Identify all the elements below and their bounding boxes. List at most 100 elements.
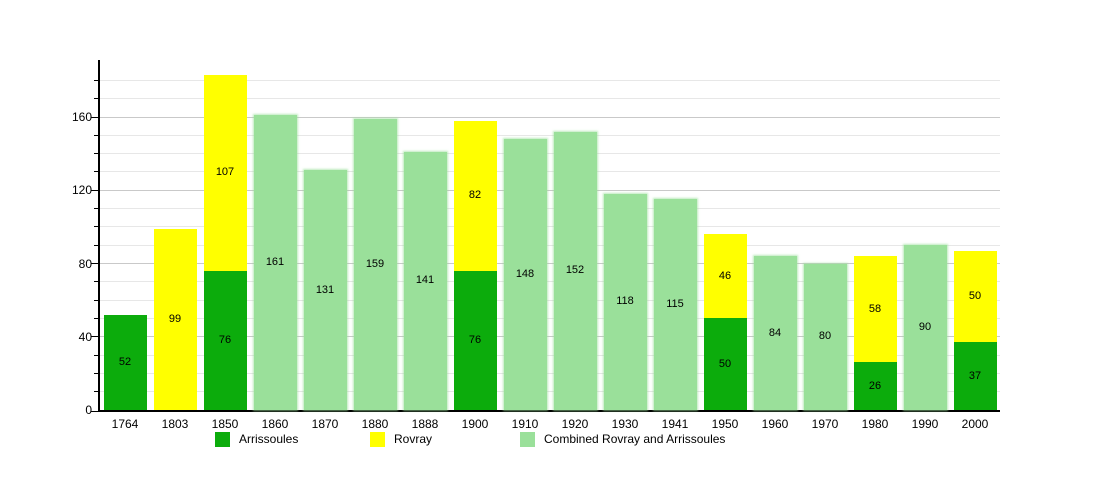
y-axis-tick (94, 281, 98, 283)
y-axis (98, 60, 100, 412)
x-axis-label: 1960 (761, 417, 789, 431)
x-axis-label: 1930 (611, 417, 639, 431)
y-axis-tick (91, 410, 98, 412)
legend-swatch-arrissoules (215, 431, 230, 447)
gridline-major (100, 336, 1000, 338)
bar-segment-arrissoules: 37 (953, 342, 997, 410)
bar-segment-combined: 80 (803, 263, 847, 410)
bar-value-label: 107 (215, 166, 235, 179)
y-axis-label: 80 (78, 256, 92, 271)
y-axis-tick (94, 244, 98, 246)
bar-value-label: 50 (718, 357, 732, 370)
bar-segment-arrissoules: 50 (703, 318, 747, 410)
bar-segment-arrissoules: 26 (853, 362, 897, 410)
bar-value-label: 131 (315, 283, 335, 296)
y-axis-label: 40 (78, 329, 92, 344)
bar-value-label: 161 (265, 256, 285, 269)
bar-segment-combined: 131 (303, 170, 347, 410)
bar-segment-arrissoules: 76 (453, 270, 497, 410)
bar-segment-rovray: 46 (703, 234, 747, 319)
y-axis-tick (94, 98, 98, 100)
bar-segment-combined: 90 (903, 245, 947, 410)
y-axis-tick (94, 372, 98, 374)
legend-item-rovray: Rovray (370, 431, 432, 447)
bar-segment-rovray: 107 (203, 74, 247, 271)
gridline-minor (100, 244, 1000, 246)
gridline-minor (100, 281, 1000, 283)
x-axis-label: 1950 (711, 417, 739, 431)
gridline-minor (100, 79, 1000, 81)
gridline-major (100, 189, 1000, 191)
bar-segment-rovray: 82 (453, 120, 497, 271)
legend-item-combined: Combined Rovray and Arrissoules (520, 431, 725, 447)
bar-segment-combined: 152 (553, 131, 597, 410)
legend-label-rovray: Rovray (394, 432, 433, 446)
x-axis-label: 2000 (961, 417, 989, 431)
y-axis-tick (94, 134, 98, 136)
gridline-minor (100, 171, 1000, 173)
bar-segment-combined: 115 (653, 199, 697, 410)
bar-value-label: 76 (218, 333, 232, 346)
gridline-minor (100, 153, 1000, 155)
x-axis-label: 1888 (411, 417, 439, 431)
bar-value-label: 115 (666, 298, 684, 311)
legend-item-arrissoules: Arrissoules (215, 431, 298, 447)
x-axis-label: 1860 (261, 417, 289, 431)
x-axis-label: 1920 (561, 417, 589, 431)
bar-value-label: 118 (616, 295, 634, 308)
gridline-minor (100, 354, 1000, 356)
bar-value-label: 58 (868, 302, 882, 315)
x-axis-label: 1900 (461, 417, 489, 431)
gridline-minor (100, 391, 1000, 393)
bar-value-label: 46 (718, 269, 732, 282)
x-axis-label: 1764 (111, 417, 139, 431)
x-axis-label: 1980 (861, 417, 889, 431)
gridline-major (100, 263, 1000, 264)
bar-segment-rovray: 99 (153, 228, 197, 410)
bar-value-label: 82 (468, 189, 482, 202)
y-axis-tick (94, 391, 98, 393)
bar-value-label: 148 (515, 267, 535, 280)
y-axis-tick (94, 79, 98, 81)
bar-value-label: 80 (818, 330, 832, 343)
bar-segment-combined: 84 (753, 256, 797, 410)
legend: Arrissoules Rovray Combined Rovray and A… (0, 431, 1100, 451)
bar-value-label: 37 (968, 369, 982, 382)
x-axis-label: 1803 (161, 417, 189, 431)
bar-value-label: 159 (365, 257, 385, 270)
y-axis-label: 120 (71, 183, 92, 198)
bar-segment-combined: 148 (503, 138, 547, 410)
bar-segment-combined: 141 (403, 151, 447, 410)
x-axis-label: 1850 (211, 417, 239, 431)
bar-segment-arrissoules: 52 (103, 314, 147, 410)
y-axis-tick (94, 299, 98, 301)
bar-value-label: 50 (968, 289, 982, 302)
legend-label-combined: Combined Rovray and Arrissoules (544, 432, 726, 446)
bar-segment-rovray: 58 (853, 256, 897, 363)
bar-value-label: 52 (118, 355, 132, 368)
gridline-minor (100, 134, 1000, 136)
y-axis-label: 0 (85, 403, 92, 417)
y-axis-tick (91, 263, 98, 264)
legend-swatch-combined (520, 431, 535, 447)
gridline-minor (100, 98, 1000, 100)
y-axis-tick (91, 189, 98, 191)
x-axis-label: 1941 (661, 417, 689, 431)
gridline-minor (100, 299, 1000, 301)
gridline-minor (100, 208, 1000, 210)
y-axis-tick (91, 336, 98, 338)
gridline-major (100, 116, 1000, 118)
gridline-minor (100, 226, 1000, 228)
y-axis-tick (94, 171, 98, 173)
legend-label-arrissoules: Arrissoules (239, 432, 299, 446)
x-axis (98, 410, 1000, 412)
x-axis-label: 1990 (911, 417, 939, 431)
bar-value-label: 90 (918, 321, 932, 334)
bar-value-label: 152 (565, 264, 585, 277)
y-axis-label: 160 (71, 110, 92, 124)
x-axis-label: 1870 (311, 417, 339, 431)
gridline-minor (100, 372, 1000, 374)
bar-segment-arrissoules: 76 (203, 270, 247, 410)
